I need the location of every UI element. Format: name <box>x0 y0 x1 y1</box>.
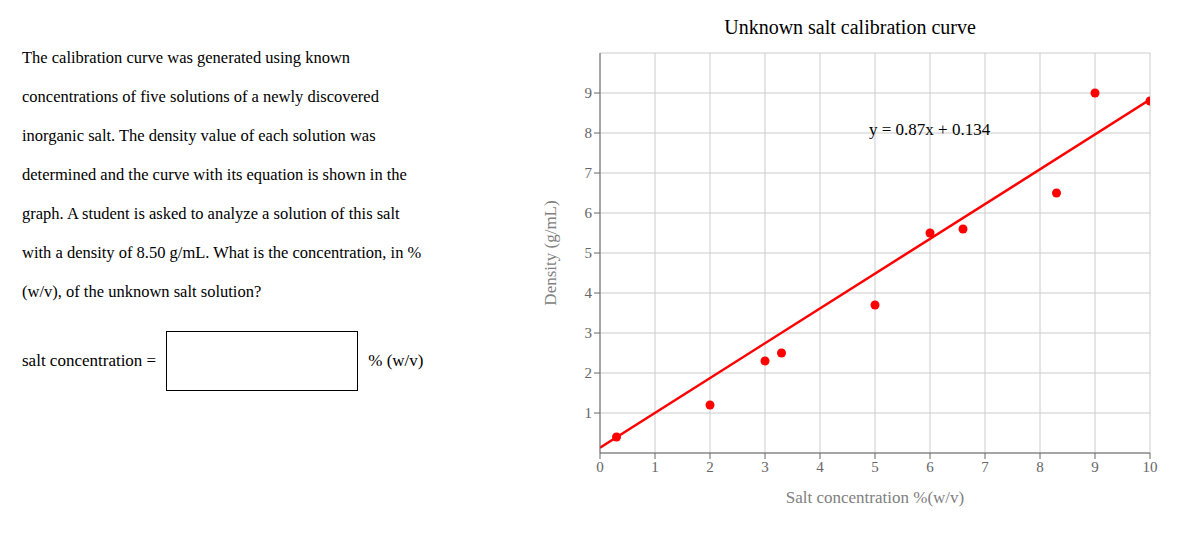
svg-text:7: 7 <box>981 459 989 475</box>
html-text:(w/v), of the unknown salt sol: (w/v), of the unknown salt solution? <box>22 282 262 301</box>
html-text:concentrations of five solutio: concentrations of five solutions of a ne… <box>22 87 379 106</box>
svg-text:4: 4 <box>585 285 593 301</box>
svg-text:0: 0 <box>596 459 604 475</box>
svg-text:6: 6 <box>585 205 593 221</box>
svg-text:7: 7 <box>585 165 593 181</box>
html-text:% (w/v): % (w/v) <box>368 351 424 370</box>
svg-text:1: 1 <box>651 459 659 475</box>
svg-text:9: 9 <box>1091 459 1099 475</box>
html-text:with a density of 8.50 g/mL. W: with a density of 8.50 g/mL. What is the… <box>22 243 422 262</box>
svg-text:9: 9 <box>585 85 593 101</box>
html-text:The calibration curve was gene: The calibration curve was generated usin… <box>22 48 351 67</box>
html-text:graph. A student is asked to a: graph. A student is asked to analyze a s… <box>22 204 400 223</box>
svg-text:4: 4 <box>816 459 824 475</box>
svg-text:1: 1 <box>585 405 593 421</box>
svg-text:8: 8 <box>585 125 593 141</box>
svg-text:3: 3 <box>585 325 593 341</box>
html-text:Unknown salt calibration curve: Unknown salt calibration curve <box>724 16 976 38</box>
svg-text:Salt concentration %(w/v): Salt concentration %(w/v) <box>786 488 964 507</box>
svg-text:2: 2 <box>585 365 593 381</box>
svg-text:2: 2 <box>706 459 714 475</box>
svg-text:5: 5 <box>585 245 593 261</box>
html-text:salt concentration =: salt concentration = <box>22 351 157 370</box>
html-text:inorganic salt. The density va: inorganic salt. The density value of eac… <box>22 126 376 145</box>
svg-text:3: 3 <box>761 459 769 475</box>
svg-text:6: 6 <box>926 459 934 475</box>
svg-text:10: 10 <box>1143 459 1158 475</box>
html-text:determined and the curve with: determined and the curve with its equati… <box>22 165 407 184</box>
svg-text:5: 5 <box>871 459 879 475</box>
svg-text:Density (g/mL): Density (g/mL) <box>541 200 560 305</box>
svg-text:y = 0.87x + 0.134: y = 0.87x + 0.134 <box>869 120 991 139</box>
svg-text:8: 8 <box>1036 459 1044 475</box>
